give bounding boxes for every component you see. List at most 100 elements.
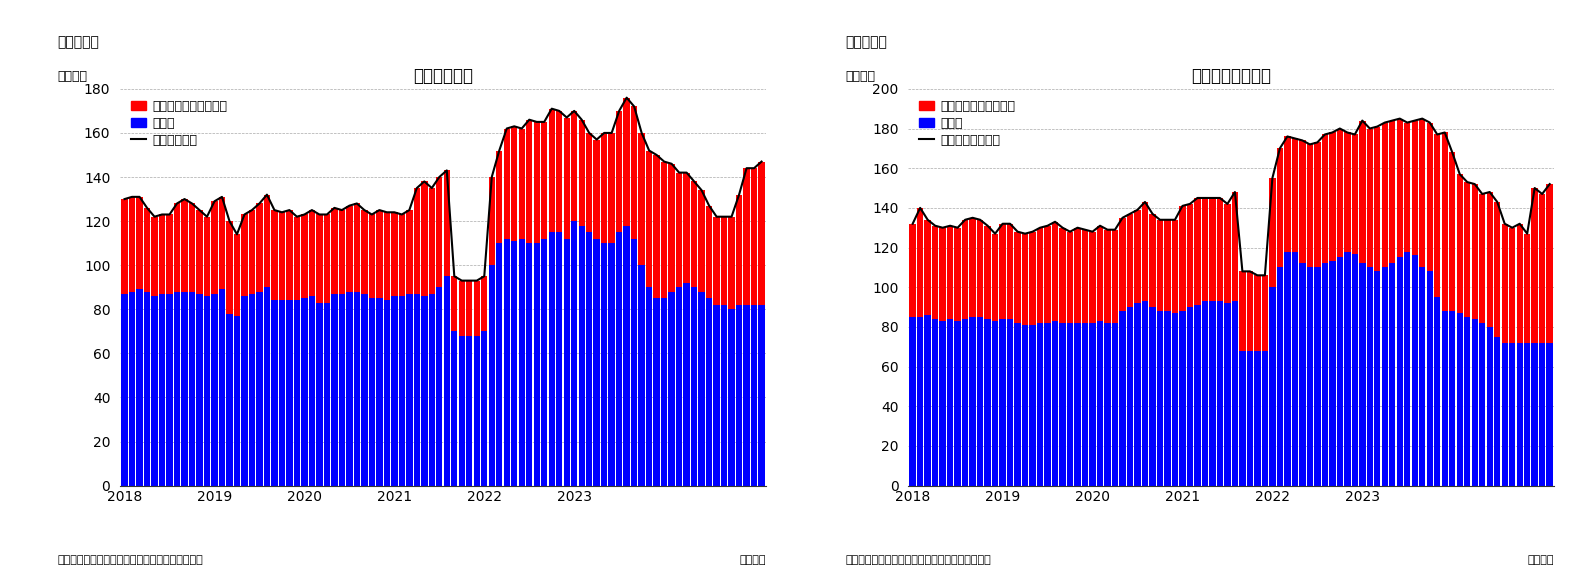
Bar [1389,120,1395,263]
Bar [458,280,465,336]
Bar [1479,323,1485,485]
Bar [301,215,307,298]
Bar [197,210,203,294]
Bar [414,294,421,485]
Bar [309,210,315,296]
Bar [1210,301,1216,485]
Bar [1126,214,1132,307]
Bar [414,188,421,294]
Bar [646,287,652,485]
Bar [1389,263,1395,485]
Bar [1142,202,1148,301]
Bar [1547,184,1553,343]
Bar [970,218,976,317]
Bar [233,316,239,485]
Text: （資料）センサス局よりニッセイ基礎研究所作成: （資料）センサス局よりニッセイ基礎研究所作成 [57,555,203,565]
Bar [279,212,285,300]
Bar [662,298,668,485]
Bar [586,133,592,232]
Bar [317,215,323,303]
Bar [578,120,584,226]
Bar [1449,311,1455,485]
Bar [1292,252,1298,485]
Bar [1014,323,1021,485]
Bar [227,221,233,313]
Bar [542,122,548,239]
Bar [450,331,457,485]
Bar [632,106,638,239]
Bar [1134,210,1140,303]
Bar [1090,323,1096,485]
Bar [391,212,397,296]
Bar [1337,128,1343,258]
Text: （月次）: （月次） [740,555,765,565]
Bar [572,111,578,221]
Bar [428,294,435,485]
Bar [384,212,391,300]
Bar [751,305,758,485]
Bar [638,265,644,485]
Bar [1397,119,1403,258]
Bar [526,120,532,243]
Bar [1381,267,1388,485]
Bar [1307,267,1314,485]
Bar [1284,252,1290,485]
Bar [976,220,983,317]
Bar [1104,323,1110,485]
Bar [1411,255,1418,485]
Bar [331,294,337,485]
Bar [263,195,271,287]
Bar [1284,136,1290,252]
Bar [1156,220,1164,311]
Bar [1465,317,1471,485]
Bar [668,292,674,485]
Bar [728,217,736,309]
Bar [1247,351,1254,485]
Bar [129,292,135,485]
Bar [691,182,698,287]
Bar [624,98,630,226]
Bar [227,313,233,485]
Bar [1188,307,1194,485]
Bar [1082,230,1088,323]
Bar [1403,252,1411,485]
Bar [151,217,158,296]
Bar [1036,228,1043,323]
Bar [1000,224,1006,319]
Bar [428,188,435,294]
Bar [510,126,518,241]
Bar [1427,123,1433,271]
Bar [954,228,961,321]
Bar [676,172,682,287]
Bar [458,336,465,485]
Bar [909,224,915,317]
Bar [354,292,361,485]
Bar [361,294,367,485]
Bar [324,303,331,485]
Bar [1156,311,1164,485]
Text: （資料）センサス局よりニッセイ基礎研究所作成: （資料）センサス局よりニッセイ基礎研究所作成 [846,555,991,565]
Bar [1351,135,1358,254]
Bar [181,199,187,292]
Bar [602,243,608,485]
Bar [181,292,187,485]
Bar [1180,311,1186,485]
Bar [608,243,614,485]
Bar [743,168,750,305]
Bar [1525,343,1531,485]
Bar [548,232,554,485]
Bar [1449,152,1455,311]
Bar [257,203,263,292]
Bar [143,208,150,292]
Bar [1066,232,1073,323]
Bar [1120,218,1126,311]
Bar [654,155,660,298]
Bar [1517,224,1523,343]
Bar [293,217,301,300]
Bar [346,206,353,292]
Bar [526,243,532,485]
Bar [970,317,976,485]
Bar [1217,301,1224,485]
Bar [189,292,195,485]
Bar [632,239,638,485]
